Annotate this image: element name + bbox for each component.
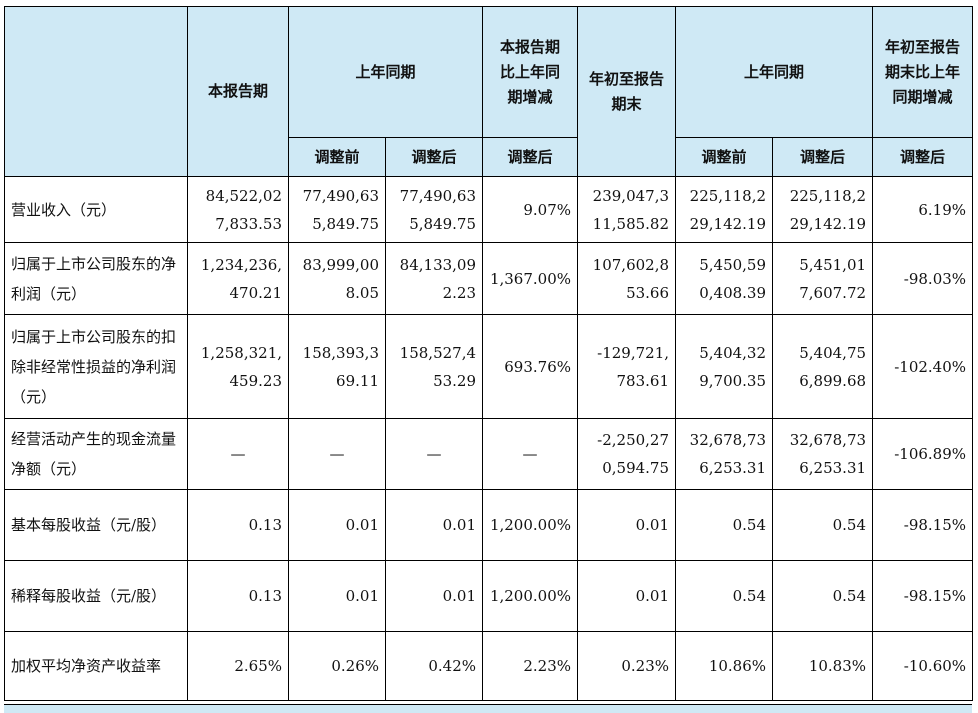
next-section-header-band	[4, 704, 972, 713]
header-sub-ytd-after: 调整后	[872, 137, 974, 177]
cell: 1,234,236, 470.21	[187, 242, 289, 315]
cell: 1,200.00%	[482, 489, 579, 561]
cell: 32,678,73 6,253.31	[772, 418, 874, 490]
cell: 239,047,3 11,585.82	[577, 176, 677, 243]
cell: 1,258,321, 459.23	[187, 314, 289, 419]
cell: 0.54	[675, 489, 774, 561]
cell: 5,450,59 0,408.39	[675, 242, 774, 315]
cell: 9.07%	[482, 176, 579, 243]
cell: 84,133,09 2.23	[384, 242, 484, 315]
cell: 1,200.00%	[482, 560, 579, 632]
header-row-2: 调整前 调整后 调整后 调整前 调整后 调整后	[5, 137, 974, 177]
header-sub-before: 调整前	[288, 137, 386, 177]
cell: 0.13	[187, 560, 289, 632]
cell: 0.42%	[384, 631, 484, 701]
cell: 0.01	[577, 560, 677, 632]
row-label: 经营活动产生的现金流量净额（元）	[4, 418, 188, 490]
cell: —	[288, 418, 386, 490]
cell: 6.19%	[872, 176, 974, 243]
table-row: 经营活动产生的现金流量净额（元） — — — — -2,250,27 0,594…	[4, 418, 974, 490]
table-row: 营业收入（元） 84,522,02 7,833.53 77,490,63 5,8…	[4, 176, 974, 243]
header-sub-after: 调整后	[384, 137, 484, 177]
cell: 0.54	[772, 560, 874, 632]
cell: 10.83%	[772, 631, 874, 701]
table-row: 归属于上市公司股东的扣除非经常性损益的净利润（元） 1,258,321, 459…	[4, 314, 974, 419]
cell: 0.54	[772, 489, 874, 561]
cell: 225,118,2 29,142.19	[675, 176, 774, 243]
header-label-blank	[4, 6, 188, 177]
row-label: 归属于上市公司股东的净利润（元）	[4, 242, 188, 315]
table-header: 本报告期 上年同期 本报告期比上年同期增减 年初至报告期末 上年同期 年初至报告…	[4, 6, 974, 177]
cell: 84,522,02 7,833.53	[187, 176, 289, 243]
cell: -2,250,27 0,594.75	[577, 418, 677, 490]
row-label: 营业收入（元）	[4, 176, 188, 243]
row-label: 基本每股收益（元/股）	[4, 489, 188, 561]
cell: 5,451,01 7,607.72	[772, 242, 874, 315]
cell: 158,393,3 69.11	[288, 314, 386, 419]
cell: 5,404,32 9,700.35	[675, 314, 774, 419]
cell: -106.89%	[872, 418, 974, 490]
cell: —	[187, 418, 289, 490]
cell: -98.03%	[872, 242, 974, 315]
header-sub-change-after: 调整后	[482, 137, 579, 177]
cell: 0.26%	[288, 631, 386, 701]
cell: 83,999,00 8.05	[288, 242, 386, 315]
cell: 5,404,75 6,899.68	[772, 314, 874, 419]
row-label: 稀释每股收益（元/股）	[4, 560, 188, 632]
cell: 77,490,63 5,849.75	[288, 176, 386, 243]
cell: 225,118,2 29,142.19	[772, 176, 874, 243]
cell: 0.01	[577, 489, 677, 561]
table-row: 加权平均净资产收益率 2.65% 0.26% 0.42% 2.23% 0.23%…	[4, 631, 974, 701]
cell: 0.13	[187, 489, 289, 561]
cell: -98.15%	[872, 489, 974, 561]
header-current-period: 本报告期	[187, 6, 289, 177]
cell: 2.23%	[482, 631, 579, 701]
header-period-change: 本报告期比上年同期增减	[482, 6, 579, 138]
header-row-1: 本报告期 上年同期 本报告期比上年同期增减 年初至报告期末 上年同期 年初至报告…	[4, 6, 974, 177]
header-ytd: 年初至报告期末	[577, 6, 677, 177]
cell: 32,678,73 6,253.31	[675, 418, 774, 490]
table-body: 营业收入（元） 84,522,02 7,833.53 77,490,63 5,8…	[4, 176, 974, 701]
cell: 2.65%	[187, 631, 289, 701]
cell: 1,367.00%	[482, 242, 579, 315]
header-prior-ytd: 上年同期	[675, 6, 874, 138]
cell: 10.86%	[675, 631, 774, 701]
cell: 0.01	[288, 489, 386, 561]
table-row: 基本每股收益（元/股） 0.13 0.01 0.01 1,200.00% 0.0…	[4, 489, 974, 561]
row-label: 加权平均净资产收益率	[4, 631, 188, 701]
row-label: 归属于上市公司股东的扣除非经常性损益的净利润（元）	[4, 314, 188, 419]
cell: —	[384, 418, 484, 490]
cell: 0.23%	[577, 631, 677, 701]
cell: 0.01	[384, 560, 484, 632]
header-prior-period: 上年同期	[287, 6, 484, 138]
cell: 0.54	[675, 560, 774, 632]
cell: 693.76%	[482, 314, 579, 419]
cell: 158,527,4 53.29	[384, 314, 484, 419]
financial-table-wrapper: 本报告期 上年同期 本报告期比上年同期增减 年初至报告期末 上年同期 年初至报告…	[4, 6, 974, 701]
financial-data-table: 本报告期 上年同期 本报告期比上年同期增减 年初至报告期末 上年同期 年初至报告…	[4, 6, 974, 701]
cell: 0.01	[288, 560, 386, 632]
cell: -102.40%	[872, 314, 974, 419]
table-row: 稀释每股收益（元/股） 0.13 0.01 0.01 1,200.00% 0.0…	[4, 560, 974, 632]
cell: —	[482, 418, 579, 490]
cell: -129,721, 783.61	[577, 314, 677, 419]
cell: -10.60%	[872, 631, 974, 701]
header-sub-before-2: 调整前	[675, 137, 774, 177]
header-sub-after-2: 调整后	[772, 137, 874, 177]
cell: -98.15%	[872, 560, 974, 632]
table-row: 归属于上市公司股东的净利润（元） 1,234,236, 470.21 83,99…	[4, 242, 974, 315]
cell: 107,602,8 53.66	[577, 242, 677, 315]
cell: 0.01	[384, 489, 484, 561]
cell: 77,490,63 5,849.75	[384, 176, 484, 243]
header-ytd-change: 年初至报告期末比上年同期增减	[872, 6, 974, 138]
